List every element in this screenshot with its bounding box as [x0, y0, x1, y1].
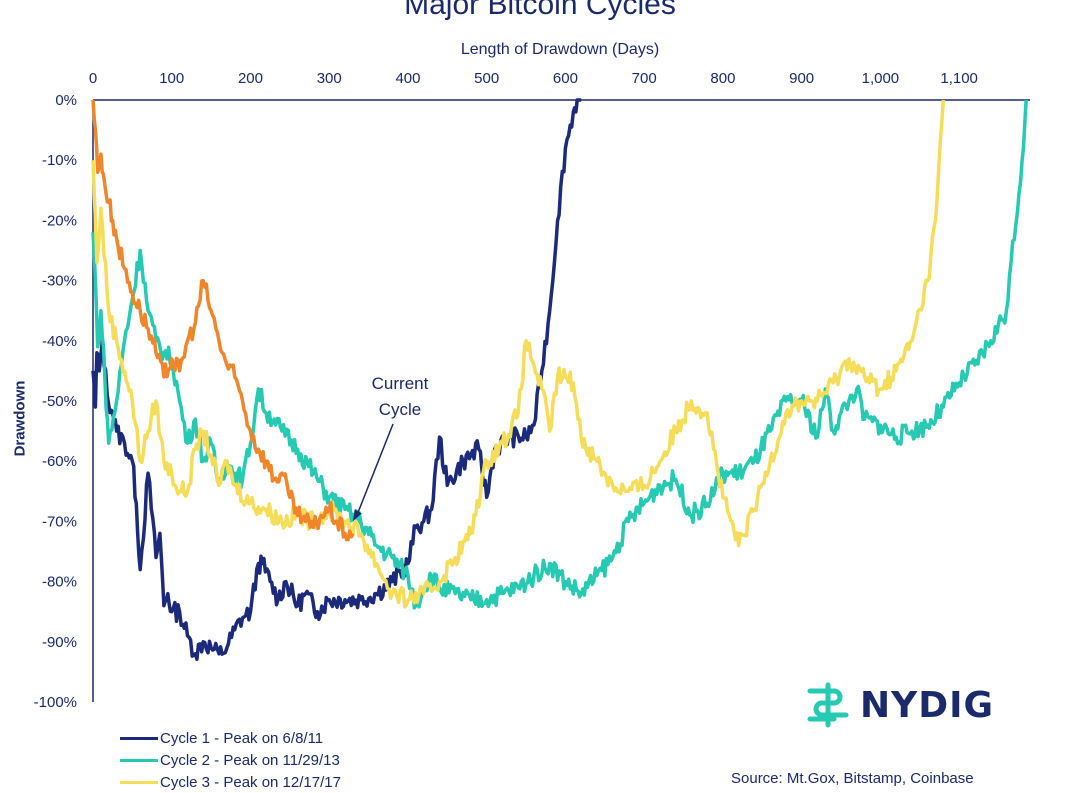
legend-item-cycle-3: Cycle 3 - Peak on 12/17/17 [120, 771, 341, 793]
nydig-logo: NYDIG [804, 682, 994, 728]
legend-swatch [120, 736, 158, 740]
series-line-2 [91, 99, 1028, 610]
annotation-text: Current [372, 374, 429, 393]
x-tick-label: 600 [553, 70, 578, 87]
x-tick-label: 700 [632, 70, 657, 87]
legend-item-cycle-1: Cycle 1 - Peak on 6/8/11 [120, 727, 341, 749]
y-tick-label: -100% [34, 694, 77, 711]
legend: Cycle 1 - Peak on 6/8/11 Cycle 2 - Peak … [120, 727, 341, 793]
logo-text: NYDIG [860, 684, 995, 726]
legend-label: Cycle 1 - Peak on 6/8/11 [160, 729, 324, 747]
legend-swatch [120, 780, 158, 784]
x-tick-label: 800 [710, 70, 735, 87]
y-tick-label: -70% [42, 513, 77, 530]
x-tick-label: 0 [89, 70, 97, 87]
y-tick-label: -80% [42, 574, 77, 591]
y-tick-label: -30% [42, 273, 77, 290]
series-line-3 [91, 99, 946, 609]
x-tick-label: 500 [474, 70, 499, 87]
y-tick-label: -40% [42, 333, 77, 350]
current-cycle-annotation: Current Cycle [352, 374, 429, 522]
nydig-logo-icon [807, 682, 849, 728]
y-tick-label: -20% [42, 212, 77, 229]
series-line-1 [91, 98, 582, 662]
x-tick-label: 1,000 [862, 70, 900, 87]
y-tick-label: -10% [42, 152, 77, 169]
x-axis-label: Length of Drawdown (Days) [460, 41, 660, 58]
x-tick-label: 200 [238, 70, 263, 87]
annotation-arrow [356, 423, 394, 516]
x-tick-label: 1,100 [940, 70, 978, 87]
legend-label: Cycle 3 - Peak on 12/17/17 [160, 773, 341, 791]
legend-item-cycle-2: Cycle 2 - Peak on 11/29/13 [120, 749, 341, 771]
x-tick-label: 100 [159, 70, 184, 87]
series-line-4 [91, 99, 355, 542]
x-tick-label: 400 [395, 70, 420, 87]
chart-axes: 0 100 200 300 400 500 600 700 800 900 1,000 1,100 0%… [34, 70, 1030, 711]
x-tick-label: 300 [317, 70, 342, 87]
y-tick-label: -90% [42, 634, 77, 651]
y-tick-label: -60% [42, 453, 77, 470]
source-note: Source: Mt.Gox, Bitstamp, Coinbase [731, 770, 974, 787]
legend-label: Cycle 2 - Peak on 11/29/13 [160, 751, 340, 769]
annotation-arrowhead [352, 509, 362, 522]
legend-swatch [120, 758, 158, 762]
x-tick-label: 900 [789, 70, 814, 87]
annotation-text: Cycle [379, 400, 422, 419]
y-tick-label: 0% [55, 92, 77, 109]
y-tick-label: -50% [42, 393, 77, 410]
chart-title: Major Bitcoin Cycles [404, 0, 676, 21]
series-lines [91, 98, 1028, 662]
